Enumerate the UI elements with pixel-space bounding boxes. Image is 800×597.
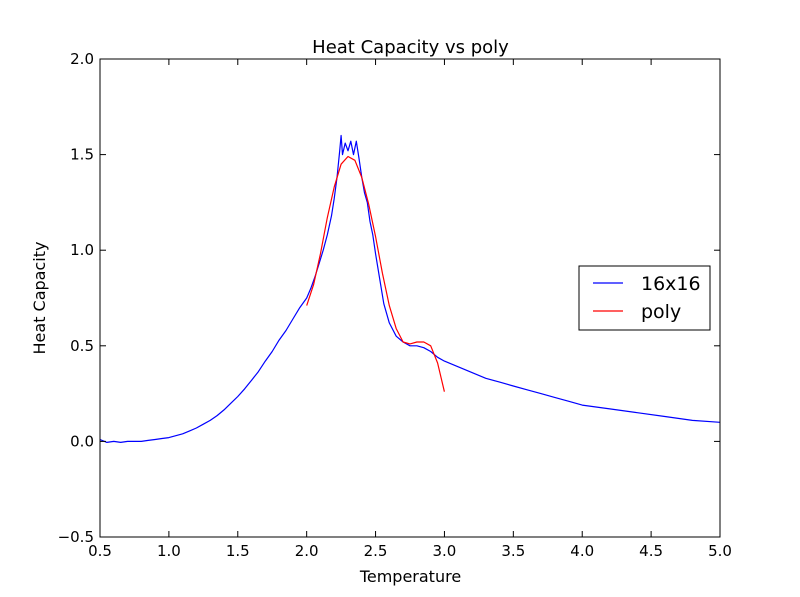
series-layer <box>99 134 721 443</box>
x-tick-label: 0.5 <box>88 542 112 560</box>
legend-label-16x16: 16x16 <box>641 273 701 295</box>
y-tick-label: −0.5 <box>58 528 94 546</box>
y-tick-label: 0.0 <box>70 432 94 450</box>
y-tick-label: 0.5 <box>70 337 94 355</box>
legend-label-poly: poly <box>641 301 681 323</box>
plot-frame <box>99 58 721 538</box>
ticks-layer: 0.5 1.0 1.5 2.0 2.5 3.0 3.5 4.0 4.5 5.0 −0.5 0.0 0.5… <box>58 50 732 560</box>
x-tick-label: 2.0 <box>295 542 319 560</box>
x-tick-label: 1.5 <box>226 542 250 560</box>
x-tick-label: 3.0 <box>433 542 457 560</box>
x-tick-label: 3.5 <box>501 542 525 560</box>
y-tick-label: 1.5 <box>70 146 94 164</box>
y-tick-label: 1.0 <box>70 241 94 259</box>
legend: 16x16 poly <box>578 265 711 331</box>
y-axis-label: Heat Capacity <box>30 242 49 355</box>
x-tick-label: 5.0 <box>708 542 732 560</box>
plot-area: 0.5 1.0 1.5 2.0 2.5 3.0 3.5 4.0 4.5 5.0 −0.5 0.0 0.5… <box>58 50 732 560</box>
series-line-16x16 <box>99 134 721 443</box>
x-axis-label: Temperature <box>359 567 461 586</box>
legend-box <box>578 265 711 331</box>
chart-title: Heat Capacity vs poly <box>312 37 509 58</box>
x-tick-label: 4.0 <box>570 542 594 560</box>
y-tick-label: 2.0 <box>70 50 94 68</box>
series-line-poly <box>306 155 445 392</box>
x-tick-label: 4.5 <box>639 542 663 560</box>
x-tick-label: 1.0 <box>157 542 181 560</box>
x-tick-label: 2.5 <box>364 542 388 560</box>
